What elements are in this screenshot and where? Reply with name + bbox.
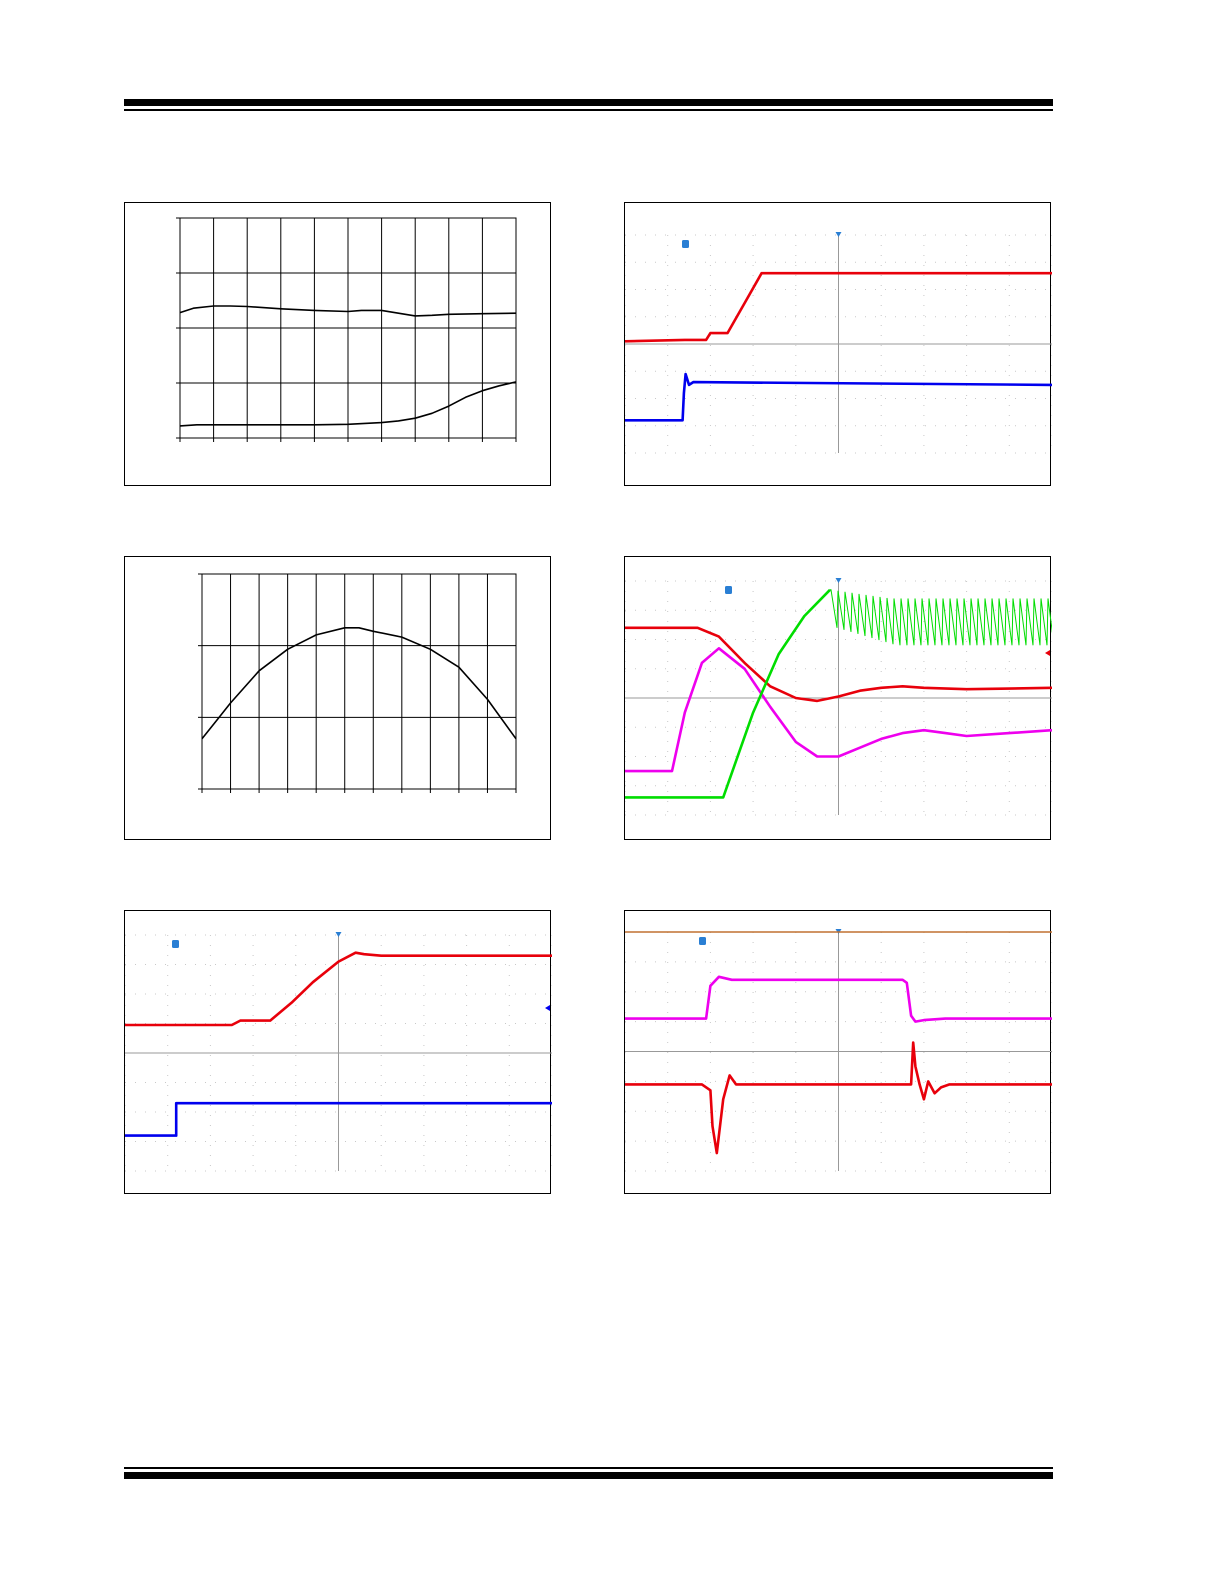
chart-panel-bottom-right — [624, 910, 1052, 1194]
chart-middle-left — [198, 573, 517, 793]
trigger-level-icon — [725, 586, 732, 594]
trigger-position-marker — [835, 578, 842, 583]
series-line-1 — [625, 271, 1052, 343]
footer-rule-thin — [124, 1467, 1053, 1469]
series-line-2 — [625, 1041, 1052, 1155]
plot-frame — [201, 573, 517, 790]
series-line-2 — [179, 381, 517, 427]
chart-top-left — [176, 217, 517, 442]
chart-panel-middle-right — [624, 556, 1052, 840]
channel-offset-marker — [1045, 650, 1050, 656]
chart-panel-top-left — [124, 202, 551, 486]
series-line-3 — [625, 588, 831, 799]
series-line-2 — [625, 647, 1052, 773]
series-line-1 — [201, 627, 517, 740]
channel-offset-marker — [545, 1005, 550, 1011]
series-line-1 — [125, 951, 552, 1027]
series-line-1 — [179, 305, 517, 317]
series-line-1 — [625, 626, 1052, 703]
series-line-2 — [625, 372, 1052, 422]
header-rule-thin — [124, 109, 1053, 111]
scope-top-right — [625, 232, 1052, 454]
trigger-position-marker — [335, 932, 342, 937]
series-line-2 — [125, 1101, 552, 1137]
scope-bottom-left — [125, 932, 552, 1172]
chart-panel-bottom-left — [124, 910, 552, 1194]
chart-panel-middle-left — [124, 556, 551, 840]
scope-bottom-right — [625, 929, 1052, 1172]
trigger-level-icon — [699, 937, 706, 945]
chart-panel-top-right — [624, 202, 1052, 486]
header-rule-thick — [124, 99, 1053, 106]
trigger-level-icon — [172, 940, 179, 948]
series-line-1 — [625, 975, 1052, 1023]
scope-middle-right — [625, 578, 1052, 816]
switching-ripple-trace — [830, 589, 1052, 646]
trigger-position-marker — [835, 232, 842, 237]
trigger-level-icon — [682, 240, 689, 248]
footer-rule-thick — [124, 1472, 1053, 1479]
